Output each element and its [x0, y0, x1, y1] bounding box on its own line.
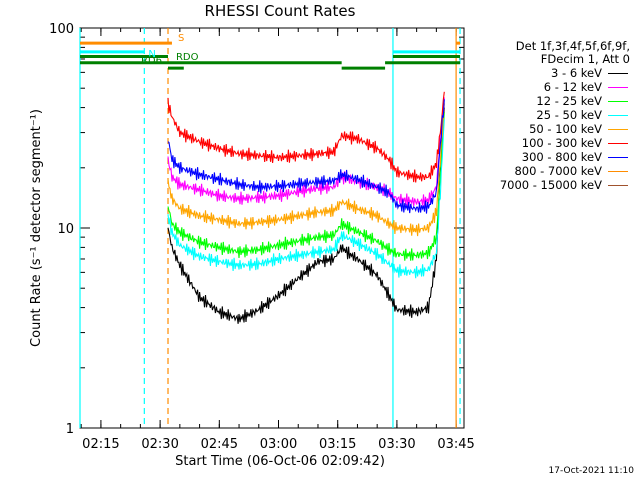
- legend-label: 12 - 25 keV: [536, 94, 602, 108]
- x-tick-label: 03:00: [260, 437, 297, 452]
- y-axis-label: Count Rate (s⁻¹ detector segment⁻¹): [29, 109, 44, 347]
- legend-swatch: [608, 157, 628, 158]
- legend-swatch: [608, 115, 628, 116]
- legend-entry: 7000 - 15000 keV: [470, 178, 630, 192]
- x-tick-label: 03:15: [319, 437, 356, 452]
- legend-entry: 50 - 100 keV: [470, 122, 630, 136]
- legend-label: 25 - 50 keV: [536, 108, 602, 122]
- vertical-markers: [79, 28, 461, 428]
- legend-label: 7000 - 15000 keV: [499, 178, 602, 192]
- series-line-12-25-kev: [167, 111, 445, 261]
- legend-swatch: [608, 143, 628, 144]
- state-bar-label: RDO: [176, 52, 199, 63]
- legend-entry: 100 - 300 keV: [470, 136, 630, 150]
- x-axis-label: Start Time (06-Oct-06 02:09:42): [175, 454, 385, 469]
- legend-label: 300 - 800 keV: [521, 150, 602, 164]
- y-tick-label: 100: [49, 22, 74, 37]
- x-tick-label: 02:45: [201, 437, 238, 452]
- legend-header: Det 1f,3f,4f,5f,6f,9f, FDecim 1, Att 0: [490, 40, 630, 66]
- series-line-25-50-kev: [167, 119, 445, 279]
- series-line-50-100-kev: [167, 103, 445, 237]
- legend-label: 3 - 6 keV: [551, 66, 602, 80]
- plot-frame: [79, 27, 465, 429]
- x-tick-label: 03:45: [437, 437, 474, 452]
- legend-entry: 300 - 800 keV: [470, 150, 630, 164]
- series-line-6-12-kev: [167, 97, 445, 207]
- series-line-100-300-kev: [167, 91, 445, 183]
- legend-entry: 3 - 6 keV: [470, 66, 630, 80]
- legend-swatch: [608, 87, 628, 88]
- legend-label: 800 - 7000 keV: [514, 164, 602, 178]
- legend-swatch: [608, 129, 628, 130]
- legend-swatch: [608, 171, 628, 172]
- legend-header-line-1: Det 1f,3f,4f,5f,6f,9f,: [515, 39, 630, 53]
- state-bar-label: S: [178, 33, 184, 44]
- axis-ticks: 02:15 02:30 02:45 03:00 03:15 03:30 03:45 1 10 10…: [49, 22, 475, 452]
- legend-entry: 800 - 7000 keV: [470, 164, 630, 178]
- x-tick-label: 03:30: [378, 437, 415, 452]
- footer-timestamp: 17-Oct-2021 11:10: [548, 466, 634, 476]
- legend-swatch: [608, 101, 628, 102]
- legend-swatch: [608, 73, 628, 74]
- x-tick-label: 02:30: [141, 437, 178, 452]
- legend-label: 100 - 300 keV: [521, 136, 602, 150]
- legend-entry: 6 - 12 keV: [470, 80, 630, 94]
- y-tick-label: 1: [66, 422, 74, 437]
- legend-label: 6 - 12 keV: [543, 80, 602, 94]
- x-tick-label: 02:15: [82, 437, 119, 452]
- series-line-3-6-kev: [167, 107, 445, 324]
- state-bar-label: RD6: [141, 56, 162, 67]
- state-bar-label: N: [148, 49, 155, 60]
- legend-header-line-2: FDecim 1, Att 0: [540, 52, 630, 66]
- legend-entry: 25 - 50 keV: [470, 108, 630, 122]
- legend-label: 50 - 100 keV: [529, 122, 602, 136]
- series-line-300-800-kev: [167, 99, 445, 214]
- y-tick-label: 10: [57, 222, 74, 237]
- chart-title: RHESSI Count Rates: [205, 2, 356, 20]
- series-lines: [167, 91, 445, 324]
- legend-entry: 12 - 25 keV: [470, 94, 630, 108]
- legend-swatch: [608, 185, 628, 186]
